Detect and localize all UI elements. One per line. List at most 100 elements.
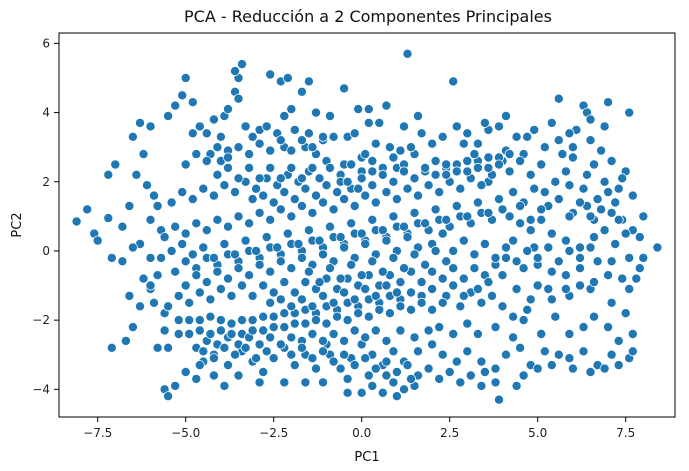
data-point	[156, 252, 167, 263]
data-point	[423, 180, 434, 191]
data-point	[420, 218, 431, 229]
data-point	[286, 162, 297, 173]
data-points	[71, 48, 663, 405]
data-point	[268, 311, 279, 322]
data-point	[106, 342, 117, 353]
data-point	[279, 187, 290, 198]
data-point	[564, 353, 575, 364]
data-point	[201, 128, 212, 139]
data-point	[493, 121, 504, 132]
data-point	[180, 366, 191, 377]
data-point	[518, 370, 529, 381]
data-point	[138, 149, 149, 160]
data-point	[236, 280, 247, 291]
data-point	[265, 266, 276, 277]
data-point	[486, 290, 497, 301]
data-point	[346, 159, 357, 170]
data-point	[261, 346, 272, 357]
data-point	[339, 335, 350, 346]
data-point	[300, 277, 311, 288]
data-point	[402, 360, 413, 371]
data-point	[624, 107, 635, 118]
data-point	[525, 214, 536, 225]
data-point	[592, 194, 603, 205]
data-point	[286, 301, 297, 312]
data-point	[575, 252, 586, 263]
data-point	[567, 363, 578, 374]
data-point	[251, 353, 262, 364]
data-point	[258, 325, 269, 336]
data-point	[148, 190, 159, 201]
data-point	[279, 322, 290, 333]
data-point	[567, 142, 578, 153]
data-point	[233, 93, 244, 104]
data-point	[448, 245, 459, 256]
data-point	[286, 263, 297, 274]
data-point	[170, 380, 181, 391]
data-point	[356, 173, 367, 184]
data-point	[215, 131, 226, 142]
data-point	[543, 242, 554, 253]
data-point	[377, 169, 388, 180]
data-point	[215, 325, 226, 336]
data-point	[398, 121, 409, 132]
data-point	[483, 207, 494, 218]
data-point	[427, 339, 438, 350]
data-point	[441, 256, 452, 267]
data-point	[335, 232, 346, 243]
data-point	[388, 211, 399, 222]
data-point	[296, 135, 307, 146]
data-point	[215, 283, 226, 294]
data-point	[317, 335, 328, 346]
data-point	[606, 297, 617, 308]
data-point	[448, 280, 459, 291]
data-point	[131, 169, 142, 180]
data-point	[166, 197, 177, 208]
data-point	[187, 128, 198, 139]
data-point	[536, 159, 547, 170]
data-point	[265, 69, 276, 80]
data-point	[194, 315, 205, 326]
data-point	[254, 173, 265, 184]
data-point	[314, 173, 325, 184]
data-point	[613, 360, 624, 371]
data-point	[434, 322, 445, 333]
data-point	[381, 370, 392, 381]
data-point	[163, 111, 174, 122]
data-point	[603, 322, 614, 333]
data-point	[511, 256, 522, 267]
data-point	[490, 322, 501, 333]
data-point	[402, 232, 413, 243]
data-point	[367, 180, 378, 191]
data-point	[515, 342, 526, 353]
data-point	[247, 194, 258, 205]
data-point	[275, 204, 286, 215]
data-point	[620, 308, 631, 319]
data-point	[124, 200, 135, 211]
data-point	[381, 335, 392, 346]
data-point	[353, 104, 364, 115]
data-point	[448, 263, 459, 274]
data-point	[500, 252, 511, 263]
data-point	[546, 117, 557, 128]
data-point	[296, 86, 307, 97]
data-point	[395, 301, 406, 312]
data-point	[152, 200, 163, 211]
data-point	[490, 252, 501, 263]
data-point	[106, 252, 117, 263]
data-point	[546, 266, 557, 277]
data-point	[589, 311, 600, 322]
data-point	[585, 211, 596, 222]
data-point	[134, 301, 145, 312]
data-point	[184, 297, 195, 308]
data-point	[339, 83, 350, 94]
data-point	[437, 131, 448, 142]
data-point	[388, 377, 399, 388]
data-point	[388, 346, 399, 357]
data-point	[198, 346, 209, 357]
data-point	[610, 238, 621, 249]
data-point	[275, 294, 286, 305]
data-point	[525, 294, 536, 305]
data-point	[511, 283, 522, 294]
